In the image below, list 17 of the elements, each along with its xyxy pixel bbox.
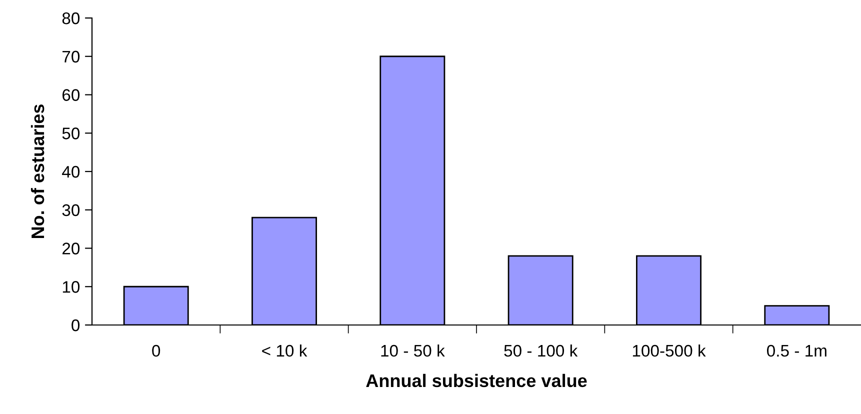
x-tick-label: < 10 k: [262, 344, 308, 357]
y-tick-label: 20: [62, 242, 80, 254]
y-axis-title: No. of estuaries: [30, 104, 44, 238]
x-tick-label: 0: [152, 344, 160, 357]
x-tick-label: 0.5 - 1m: [767, 344, 826, 357]
y-tick-label: 60: [62, 89, 80, 101]
x-tick-label: 10 - 50 k: [381, 344, 445, 357]
y-tick-label: 40: [62, 166, 80, 178]
y-tick-label: 70: [62, 50, 80, 63]
y-tick-label: 30: [62, 204, 80, 216]
y-tick-label: 0: [72, 319, 80, 332]
x-axis-title: Annual subsistence value: [366, 374, 587, 388]
y-tick-label: 80: [62, 12, 80, 24]
x-tick-label: 50 - 100 k: [504, 344, 578, 357]
x-tick-label: 100-500 k: [632, 344, 706, 357]
y-tick-label: 10: [62, 281, 80, 293]
y-tick-label: 50: [62, 128, 80, 140]
